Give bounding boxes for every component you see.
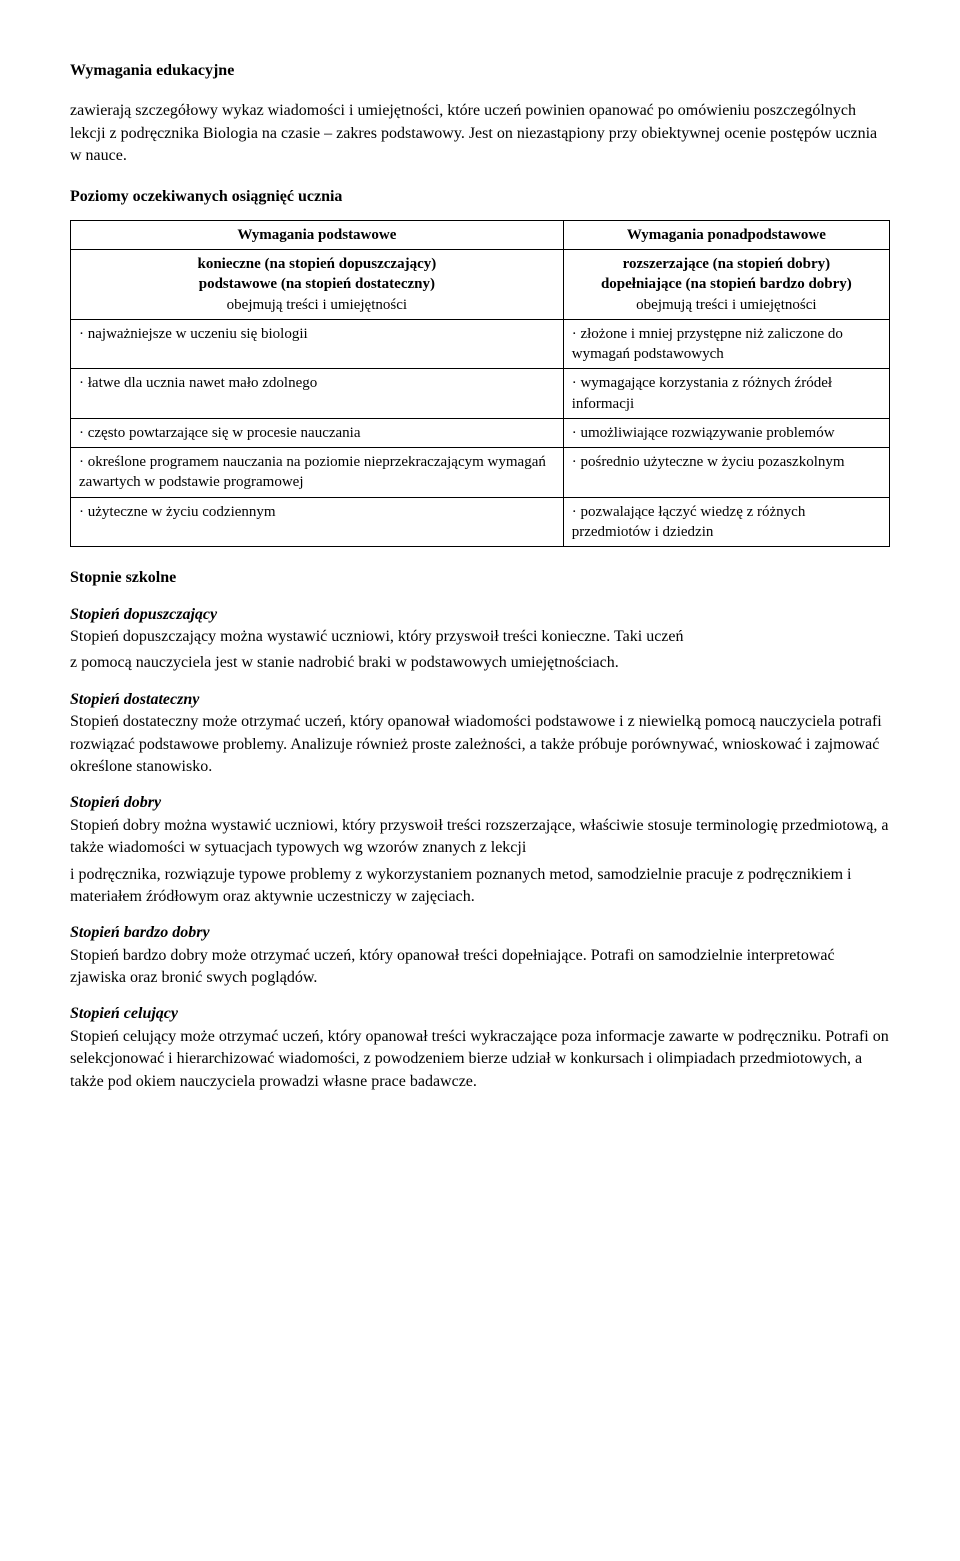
grade-heading-bardzo-dobry: Stopień bardzo dobry (70, 922, 890, 944)
grade-paragraph: Stopień bardzo dobry może otrzymać uczeń… (70, 945, 890, 990)
grade-paragraph: z pomocą nauczyciela jest w stanie nadro… (70, 652, 890, 674)
table-header-left: Wymagania podstawowe (71, 220, 564, 249)
table-row: konieczne (na stopień dopuszczający) pod… (71, 250, 890, 320)
table-cell: · wymagające korzystania z różnych źróde… (563, 369, 889, 419)
table-row: · łatwe dla ucznia nawet mało zdolnego ·… (71, 369, 890, 419)
table-cell: · użyteczne w życiu codziennym (71, 497, 564, 547)
section-heading-stopnie: Stopnie szkolne (70, 567, 890, 589)
subheader-line: obejmują treści i umiejętności (636, 297, 816, 313)
grade-heading-dobry: Stopień dobry (70, 792, 890, 814)
grade-heading-dopuszczajacy: Stopień dopuszczający (70, 604, 890, 626)
table-cell: · złożone i mniej przystępne niż zaliczo… (563, 319, 889, 369)
table-header-right: Wymagania ponadpodstawowe (563, 220, 889, 249)
grade-paragraph: Stopień dostateczny może otrzymać uczeń,… (70, 711, 890, 778)
grade-paragraph: Stopień dobry można wystawić uczniowi, k… (70, 815, 890, 860)
subheader-line: obejmują treści i umiejętności (227, 297, 407, 313)
grade-paragraph: Stopień celujący może otrzymać uczeń, kt… (70, 1026, 890, 1093)
table-cell: · najważniejsze w uczeniu się biologii (71, 319, 564, 369)
table-cell: · często powtarzające się w procesie nau… (71, 418, 564, 447)
table-subheader-right: rozszerzające (na stopień dobry) dopełni… (563, 250, 889, 320)
table-cell: · pośrednio użyteczne w życiu pozaszkoln… (563, 448, 889, 498)
grade-paragraph: Stopień dopuszczający można wystawić ucz… (70, 626, 890, 648)
requirements-table: Wymagania podstawowe Wymagania ponadpods… (70, 220, 890, 547)
grade-heading-celujacy: Stopień celujący (70, 1003, 890, 1025)
table-row: · określone programem nauczania na pozio… (71, 448, 890, 498)
subheader-line: konieczne (na stopień dopuszczający) (197, 256, 436, 272)
table-cell: · łatwe dla ucznia nawet mało zdolnego (71, 369, 564, 419)
document-title: Wymagania edukacyjne (70, 60, 890, 82)
intro-paragraph: zawierają szczegółowy wykaz wiadomości i… (70, 100, 890, 167)
subheader-line: dopełniające (na stopień bardzo dobry) (601, 276, 852, 292)
subheader-line: podstawowe (na stopień dostateczny) (199, 276, 435, 292)
grade-paragraph: i podręcznika, rozwiązuje typowe problem… (70, 864, 890, 909)
table-cell: · określone programem nauczania na pozio… (71, 448, 564, 498)
section-heading-poziomy: Poziomy oczekiwanych osiągnięć ucznia (70, 186, 890, 208)
table-subheader-left: konieczne (na stopień dopuszczający) pod… (71, 250, 564, 320)
table-row: · najważniejsze w uczeniu się biologii ·… (71, 319, 890, 369)
table-cell: · pozwalające łączyć wiedzę z różnych pr… (563, 497, 889, 547)
table-row: · często powtarzające się w procesie nau… (71, 418, 890, 447)
table-row: Wymagania podstawowe Wymagania ponadpods… (71, 220, 890, 249)
table-row: · użyteczne w życiu codziennym · pozwala… (71, 497, 890, 547)
grade-heading-dostateczny: Stopień dostateczny (70, 689, 890, 711)
table-cell: · umożliwiające rozwiązywanie problemów (563, 418, 889, 447)
subheader-line: rozszerzające (na stopień dobry) (623, 256, 831, 272)
